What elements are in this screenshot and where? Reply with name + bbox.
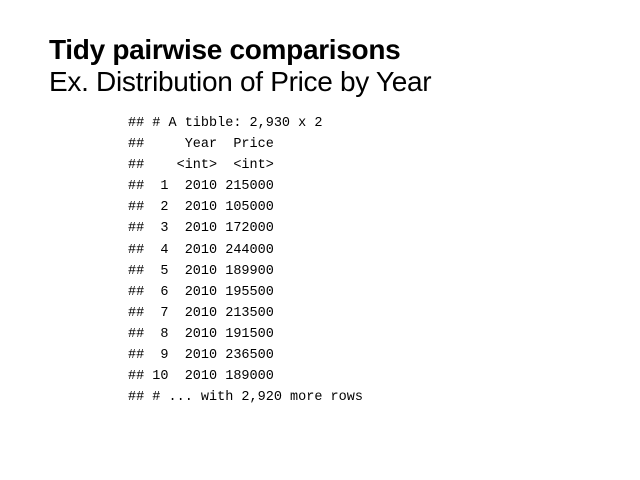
console-line: ## Year Price — [128, 137, 274, 153]
console-line: ## 4 2010 244000 — [128, 242, 274, 258]
console-line: ## 5 2010 189900 — [128, 263, 274, 279]
title-subtitle-line: Ex. Distribution of Price by Year — [49, 66, 432, 97]
console-line: ## <int> <int> — [128, 158, 274, 174]
console-line: ## 10 2010 189000 — [128, 369, 274, 385]
console-line: ## 2 2010 105000 — [128, 200, 274, 216]
console-line: ## 3 2010 172000 — [128, 221, 274, 237]
title-bold-line: Tidy pairwise comparisons — [49, 34, 401, 65]
console-line: ## # A tibble: 2,930 x 2 — [128, 116, 323, 131]
console-output-block: ## # A tibble: 2,930 x 2 ## Year Price ## … — [128, 113, 363, 408]
console-line: ## 7 2010 213500 — [128, 305, 274, 321]
console-line: ## 6 2010 195500 — [128, 284, 274, 300]
console-line: ## # ... with 2,920 more rows — [128, 390, 363, 406]
console-line: ## 9 2010 236500 — [128, 348, 274, 364]
console-line: ## 8 2010 191500 — [128, 326, 274, 342]
console-line: ## 1 2010 215000 — [128, 179, 274, 195]
slide-title: Tidy pairwise comparisons Ex. Distributi… — [49, 34, 629, 98]
